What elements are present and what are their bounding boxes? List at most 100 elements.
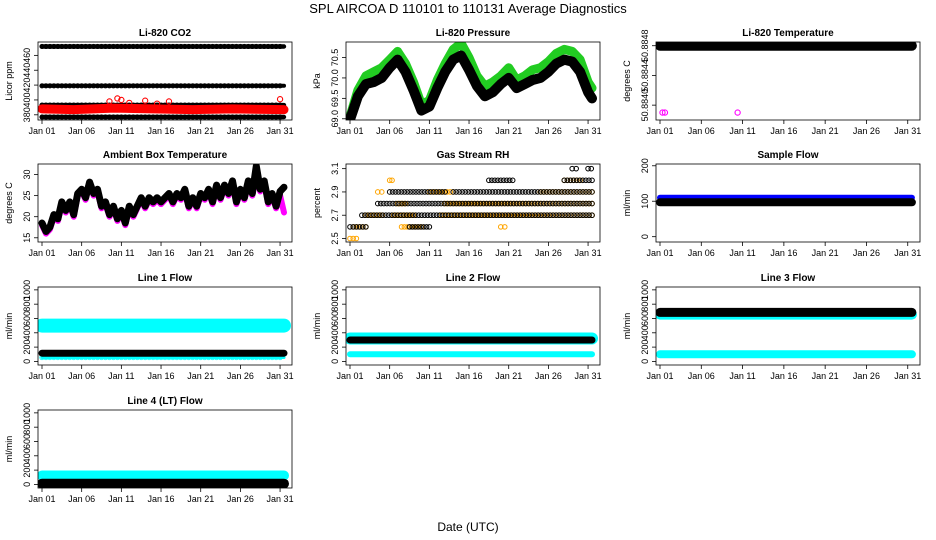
panel-title: Line 2 Flow <box>446 273 501 284</box>
x-tick-label: Jan 01 <box>336 248 363 258</box>
panel-ambient: Ambient Box Temperaturedegrees C15202530… <box>4 150 294 258</box>
panel-title: Line 4 (LT) Flow <box>127 396 203 407</box>
x-tick-label: Jan 01 <box>646 126 673 136</box>
panel-title: Li-820 Temperature <box>742 28 834 39</box>
x-tick-label: Jan 01 <box>28 248 55 258</box>
x-tick-label: Jan 01 <box>336 371 363 381</box>
y-tick-label: 200 <box>640 158 650 173</box>
diagnostics-figure: SPL AIRCOA D 110101 to 110131 Average Di… <box>0 0 936 540</box>
series-line4-black <box>40 482 284 486</box>
data-point <box>510 178 515 183</box>
x-tick-label: Jan 26 <box>227 494 254 504</box>
panel-title: Line 1 Flow <box>138 273 193 284</box>
y-tick-label: 1000 <box>640 280 650 300</box>
y-axis-label: ml/min <box>4 313 14 340</box>
y-axis-label: Licor ppm <box>4 61 14 101</box>
plot-area <box>40 44 284 119</box>
data-point <box>354 236 359 241</box>
data-point <box>427 225 432 230</box>
y-tick-label: 400 <box>330 325 340 340</box>
x-tick-label: Jan 21 <box>495 371 522 381</box>
x-tick-label: Jan 06 <box>68 126 95 136</box>
y-tick-label: 70.0 <box>330 69 340 87</box>
x-tick-label: Jan 16 <box>456 248 483 258</box>
y-tick-label: 2.5 <box>330 232 340 245</box>
x-tick-label: Jan 16 <box>770 248 797 258</box>
panel-line1: Line 1 Flowml/min02004006008001000Jan 01… <box>4 273 294 381</box>
plot-frame <box>656 42 920 120</box>
x-tick-label: Jan 21 <box>187 248 214 258</box>
y-tick-label: 70.5 <box>330 49 340 67</box>
x-tick-label: Jan 11 <box>108 126 134 136</box>
y-tick-label: 0 <box>640 359 650 364</box>
x-tick-label: Jan 26 <box>227 126 254 136</box>
x-tick-label: Jan 26 <box>853 371 880 381</box>
x-tick-label: Jan 21 <box>812 248 839 258</box>
x-tick-label: Jan 31 <box>267 494 294 504</box>
x-tick-label: Jan 16 <box>770 126 797 136</box>
series-rh-black-3-1 <box>570 166 594 171</box>
y-tick-label: 100 <box>640 194 650 209</box>
data-point <box>590 178 595 183</box>
y-axis-label: degrees C <box>4 182 14 224</box>
x-tick-label: Jan 06 <box>68 494 95 504</box>
data-point <box>590 190 595 195</box>
x-tick-label: Jan 06 <box>688 248 715 258</box>
panel-title: Ambient Box Temperature <box>103 150 228 161</box>
data-point <box>364 225 369 230</box>
x-tick-label: Jan 01 <box>28 494 55 504</box>
y-tick-label: 0 <box>22 482 32 487</box>
y-tick-label: 440 <box>22 63 32 78</box>
y-tick-label: 400 <box>640 325 650 340</box>
x-tick-label: Jan 26 <box>227 371 254 381</box>
x-tick-label: Jan 06 <box>68 248 95 258</box>
y-axis-label: ml/min <box>622 313 632 340</box>
x-tick-label: Jan 26 <box>227 248 254 258</box>
y-tick-label: 600 <box>22 311 32 326</box>
x-tick-label: Jan 26 <box>535 126 562 136</box>
y-tick-label: 200 <box>22 463 32 478</box>
data-point <box>590 213 595 218</box>
plot-area <box>40 164 284 236</box>
series-line3-black <box>658 310 912 314</box>
y-tick-label: 400 <box>22 448 32 463</box>
plot-area <box>658 310 912 356</box>
y-axis-label: ml/min <box>4 436 14 463</box>
y-tick-label: 200 <box>22 340 32 355</box>
x-tick-label: Jan 01 <box>28 371 55 381</box>
x-tick-label: Jan 21 <box>187 371 214 381</box>
y-tick-label: 3.1 <box>330 162 340 175</box>
data-point <box>143 98 148 103</box>
y-tick-label: 1000 <box>330 280 340 300</box>
y-tick-label: 600 <box>330 311 340 326</box>
x-tick-label: Jan 21 <box>187 494 214 504</box>
x-tick-label: Jan 01 <box>28 126 55 136</box>
panel-line4: Line 4 (LT) Flowml/min02004006008001000J… <box>4 396 294 504</box>
plot-area <box>40 473 284 486</box>
x-tick-label: Jan 01 <box>646 371 673 381</box>
panel-title: Li-820 Pressure <box>436 28 511 39</box>
x-tick-label: Jan 01 <box>646 248 673 258</box>
y-axis-label: ml/min <box>622 190 632 217</box>
panel-sample: Sample Flowml/min0100200Jan 01 Jan 06 Jan … <box>622 150 921 258</box>
y-axis-label: percent <box>312 187 322 218</box>
x-tick-label: Jan 11 <box>108 248 134 258</box>
y-tick-label: 15 <box>22 233 32 243</box>
y-tick-label: 50.8844 <box>640 59 650 92</box>
series-outliers <box>660 110 740 115</box>
plot-area <box>40 323 284 359</box>
y-tick-label: 69.0 <box>330 110 340 128</box>
panel-rh: Gas Stream RHpercent2.52.72.93.1Jan 01 Ja… <box>312 150 602 258</box>
x-tick-label: Jan 31 <box>267 126 294 136</box>
x-tick-label: Jan 21 <box>495 126 522 136</box>
series-line4-cyan <box>40 473 284 477</box>
y-tick-label: 1000 <box>22 403 32 423</box>
x-tick-label: Jan 31 <box>894 248 921 258</box>
x-tick-label: Jan 01 <box>336 126 363 136</box>
y-tick-label: 0 <box>640 234 650 239</box>
y-tick-label: 400 <box>22 92 32 107</box>
series-low-reference <box>40 115 284 119</box>
panel-title: Gas Stream RH <box>437 150 510 161</box>
y-tick-label: 0 <box>330 359 340 364</box>
y-tick-label: 600 <box>640 311 650 326</box>
